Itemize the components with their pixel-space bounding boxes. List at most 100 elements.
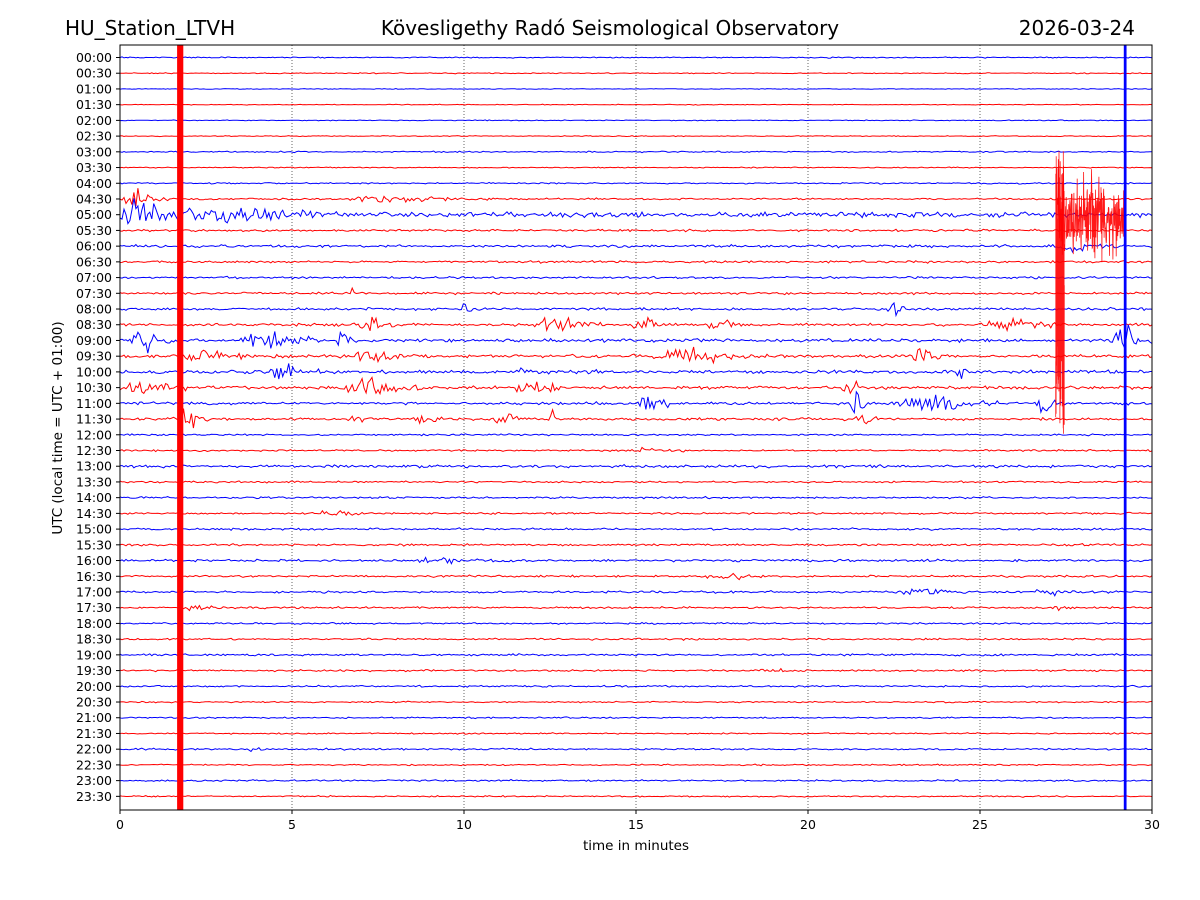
trace-0200 xyxy=(119,119,1153,122)
y-tick-label: 05:00 xyxy=(76,207,112,222)
trace-1200 xyxy=(119,433,1153,437)
y-tick-label: 01:00 xyxy=(76,81,112,96)
x-tick-label: 20 xyxy=(800,817,816,832)
trace-1100 xyxy=(119,390,1153,415)
vertical-gridlines xyxy=(291,45,981,810)
trace-1300 xyxy=(119,463,1153,469)
y-tick-label: 17:30 xyxy=(76,600,112,615)
y-tick-label: 07:00 xyxy=(76,270,112,285)
trace-1500 xyxy=(119,527,1153,531)
y-tick-label: 04:30 xyxy=(76,191,112,206)
trace-0100 xyxy=(119,87,1153,90)
trace-0300 xyxy=(119,150,1152,154)
trace-1130 xyxy=(119,407,1153,429)
trace-2100 xyxy=(119,716,1152,720)
y-tick-label: 00:30 xyxy=(76,66,112,81)
trace-1600 xyxy=(119,556,1153,565)
y-tick-label: 03:30 xyxy=(76,160,112,175)
y-tick-label: 00:00 xyxy=(76,50,112,65)
x-axis-ticks: 0 5 10 15 20 25 30 xyxy=(116,810,1160,832)
x-axis-label: time in minutes xyxy=(583,838,689,854)
y-tick-label: 15:00 xyxy=(76,522,112,537)
trace-2230 xyxy=(119,763,1153,767)
trace-2330 xyxy=(119,794,1153,798)
x-tick-label: 5 xyxy=(288,817,296,832)
trace-1800 xyxy=(119,621,1153,625)
y-tick-label: 16:00 xyxy=(76,553,112,568)
y-tick-label: 17:00 xyxy=(76,584,112,599)
burst-0 xyxy=(1057,165,1125,263)
trace-0130 xyxy=(119,103,1153,106)
trace-1830 xyxy=(119,637,1153,641)
trace-1000 xyxy=(119,363,1152,380)
y-tick-label: 09:00 xyxy=(76,333,112,348)
y-tick-label: 22:00 xyxy=(76,742,112,757)
trace-1230 xyxy=(119,446,1153,453)
y-tick-label: 08:00 xyxy=(76,302,112,317)
y-tick-label: 01:30 xyxy=(76,97,112,112)
y-tick-label: 10:00 xyxy=(76,364,112,379)
y-tick-label: 14:30 xyxy=(76,506,112,521)
y-tick-label: 15:30 xyxy=(76,537,112,552)
trace-2030 xyxy=(119,700,1153,704)
trace-1430 xyxy=(119,509,1153,517)
trace-1730 xyxy=(119,604,1153,612)
seismic-traces xyxy=(119,56,1153,798)
y-tick-label: 12:30 xyxy=(76,443,112,458)
trace-0500 xyxy=(119,198,1153,225)
trace-1630 xyxy=(119,572,1153,581)
trace-1530 xyxy=(119,543,1153,547)
y-tick-label: 13:00 xyxy=(76,459,112,474)
date-label: 2026-03-24 xyxy=(1019,16,1135,40)
trace-0930 xyxy=(119,346,1153,365)
y-tick-label: 09:30 xyxy=(76,349,112,364)
y-tick-label: 05:30 xyxy=(76,223,112,238)
trace-2300 xyxy=(119,778,1153,783)
trace-2130 xyxy=(119,731,1152,735)
y-tick-label: 12:00 xyxy=(76,427,112,442)
trace-0030 xyxy=(120,72,1153,75)
y-tick-label: 06:30 xyxy=(76,254,112,269)
y-tick-label: 02:30 xyxy=(76,129,112,144)
trace-0730 xyxy=(119,286,1153,296)
y-axis-label: UTC (local time = UTC + 01:00) xyxy=(50,321,66,534)
y-tick-label: 08:30 xyxy=(76,317,112,332)
glitch-bar-0 xyxy=(177,45,184,810)
trace-1400 xyxy=(119,495,1152,500)
trace-0830 xyxy=(119,316,1153,333)
trace-0330 xyxy=(119,166,1153,169)
y-tick-label: 11:30 xyxy=(76,412,112,427)
trace-0600 xyxy=(119,243,1153,254)
trace-0630 xyxy=(119,259,1153,264)
y-tick-label: 07:30 xyxy=(76,286,112,301)
trace-2000 xyxy=(119,684,1153,688)
trace-1930 xyxy=(119,667,1153,673)
glitch-bar-1 xyxy=(1123,45,1127,810)
y-tick-label: 20:00 xyxy=(76,679,112,694)
x-tick-label: 10 xyxy=(456,817,472,832)
x-tick-label: 30 xyxy=(1144,817,1160,832)
trace-0700 xyxy=(119,275,1153,280)
y-tick-label: 23:00 xyxy=(76,773,112,788)
y-tick-label: 14:00 xyxy=(76,490,112,505)
y-tick-label: 06:00 xyxy=(76,239,112,254)
x-tick-label: 25 xyxy=(972,817,988,832)
x-tick-label: 0 xyxy=(116,817,124,832)
trace-0430 xyxy=(119,188,1153,207)
trace-1700 xyxy=(119,588,1153,597)
y-tick-label: 02:00 xyxy=(76,113,112,128)
trace-2200 xyxy=(119,747,1153,753)
y-tick-label: 22:30 xyxy=(76,757,112,772)
y-tick-label: 13:30 xyxy=(76,474,112,489)
y-tick-label: 11:00 xyxy=(76,396,112,411)
trace-0900 xyxy=(119,324,1153,354)
y-tick-label: 19:00 xyxy=(76,647,112,662)
y-tick-label: 21:30 xyxy=(76,726,112,741)
y-tick-label: 18:00 xyxy=(76,616,112,631)
trace-1030 xyxy=(119,376,1153,396)
x-tick-label: 15 xyxy=(628,817,644,832)
chart-title: Kövesligethy Radó Seismological Observat… xyxy=(381,16,839,40)
y-tick-label: 10:30 xyxy=(76,380,112,395)
y-tick-label: 19:30 xyxy=(76,663,112,678)
